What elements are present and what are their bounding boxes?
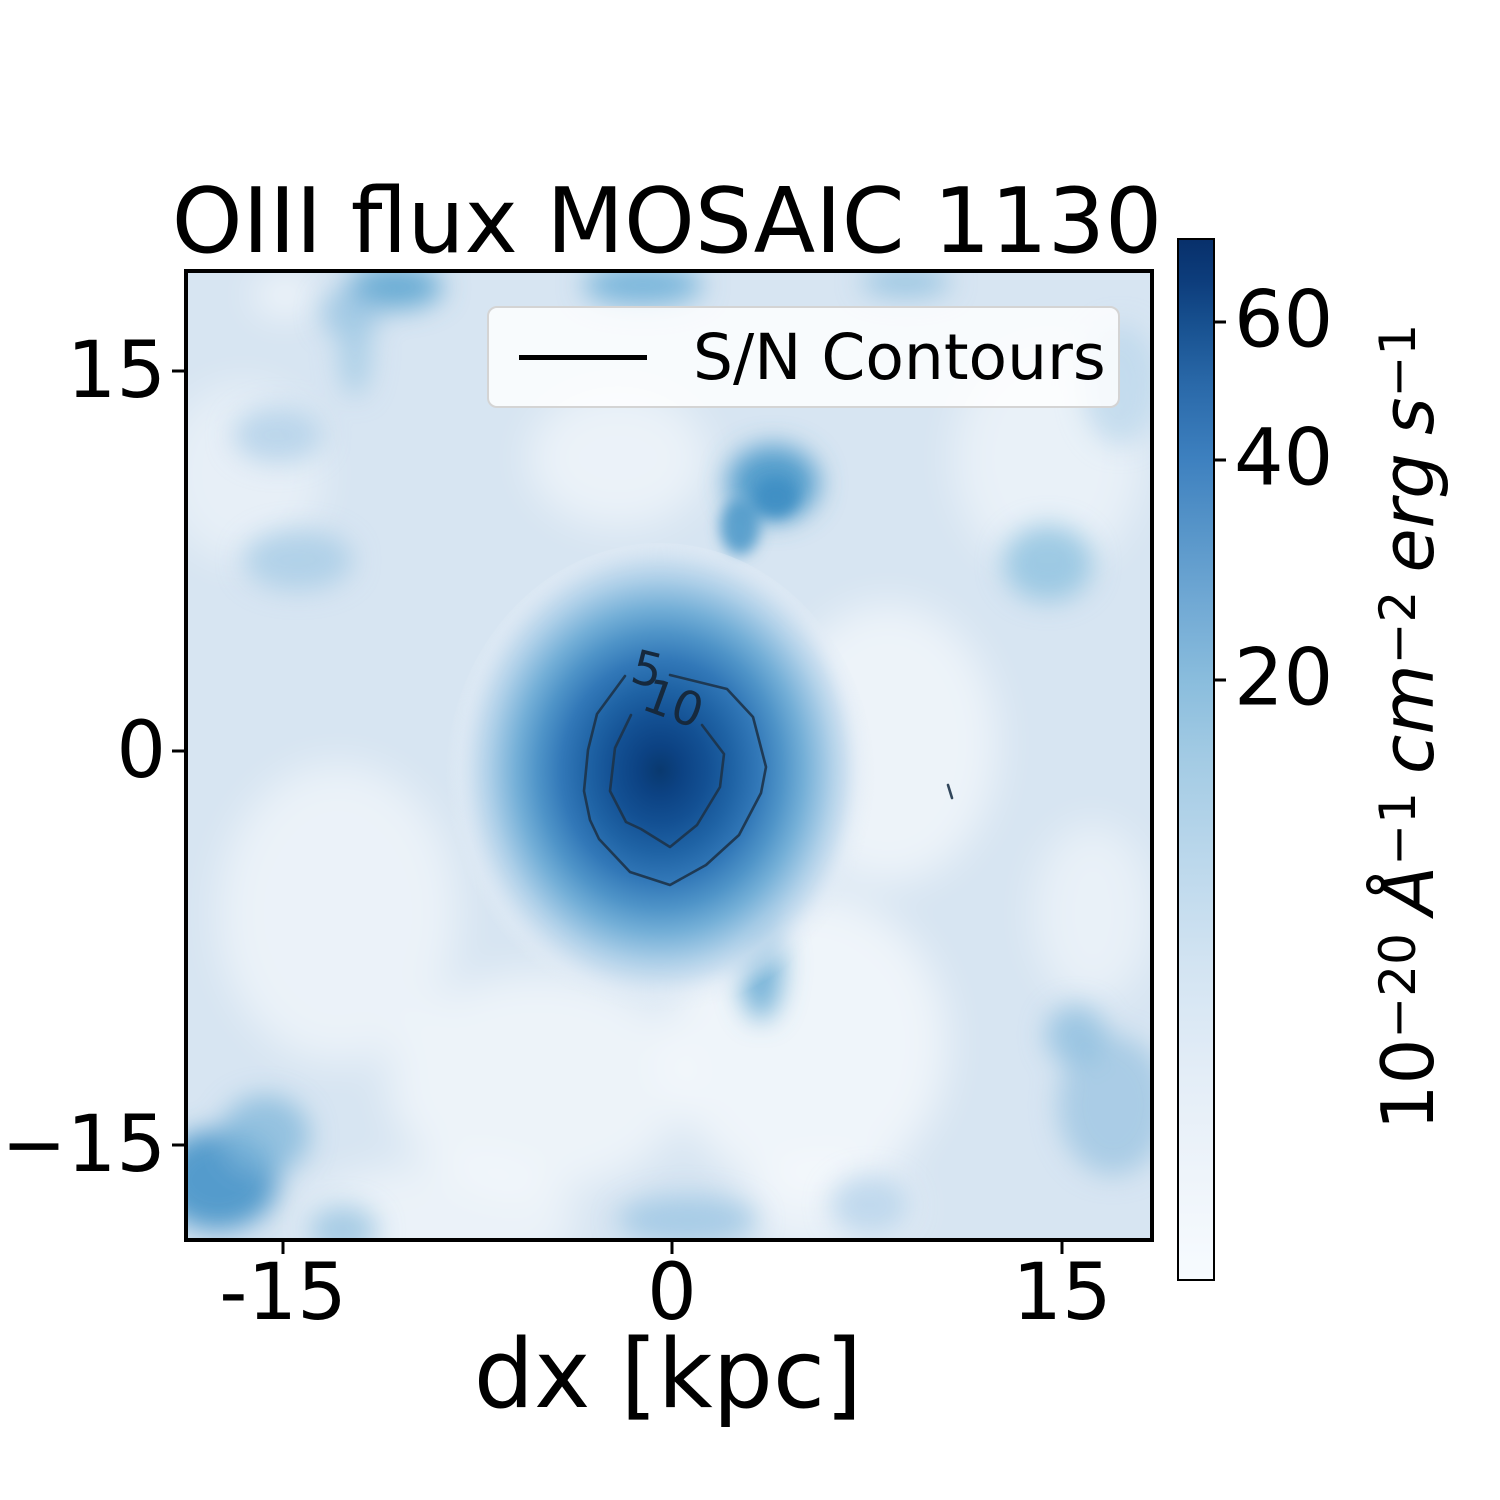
unit-erg: erg (1366, 453, 1450, 573)
colorbar-ticklabel-40: 40 (1234, 413, 1334, 504)
legend-line-sample (519, 354, 647, 360)
sn-contours (582, 673, 954, 887)
colorbar-tickmark-60 (1214, 320, 1226, 324)
y-tickmark-15 (172, 369, 186, 373)
y-ticklabel-0: 0 (116, 706, 166, 796)
unit-exp-neg2: −2 (1369, 590, 1427, 665)
x-tickmark-neg15 (281, 1240, 285, 1254)
sn-contour-10 (608, 713, 726, 849)
unit-10: 10 (1366, 1038, 1450, 1131)
y-tickmark-neg15 (172, 1143, 186, 1147)
y-tickmark-0 (172, 749, 186, 753)
x-ticklabel-15: 15 (1012, 1248, 1112, 1338)
unit-exp-neg20: −20 (1369, 933, 1427, 1039)
colorbar (1177, 238, 1215, 1281)
page-title: OIII flux MOSAIC 1130 (171, 169, 1163, 274)
unit-cm: cm (1366, 664, 1450, 775)
unit-angstrom: Å (1366, 865, 1450, 916)
y-ticklabel-neg15: −15 (1, 1100, 166, 1190)
x-ticklabel-neg15: -15 (219, 1248, 347, 1338)
axes-frame (184, 269, 1154, 1242)
colorbar-ticklabel-20: 20 (1234, 633, 1334, 724)
colorbar-unit-label: 10−20Å−1cm−2ergs−1 (1366, 323, 1450, 1130)
colorbar-tickmark-20 (1214, 678, 1226, 682)
stray-contour-mark (946, 783, 954, 800)
legend: S/N Contours (487, 306, 1120, 408)
unit-exp-neg1a: −1 (1369, 792, 1427, 866)
colorbar-ticklabel-60: 60 (1234, 275, 1334, 366)
x-tickmark-0 (670, 1240, 674, 1254)
unit-s: s (1366, 397, 1450, 436)
x-axis-label: dx [kpc] (473, 1320, 863, 1430)
central-source-blob (445, 543, 875, 1027)
legend-label: S/N Contours (693, 320, 1106, 394)
x-ticklabel-0: 0 (647, 1248, 697, 1338)
sn-contour-5 (582, 673, 768, 887)
heatmap-blue-patches (188, 273, 1150, 1238)
y-ticklabel-15: 15 (66, 326, 166, 416)
colorbar-tickmark-40 (1214, 458, 1226, 462)
unit-exp-neg1b: −1 (1369, 323, 1427, 398)
x-tickmark-15 (1060, 1240, 1064, 1254)
